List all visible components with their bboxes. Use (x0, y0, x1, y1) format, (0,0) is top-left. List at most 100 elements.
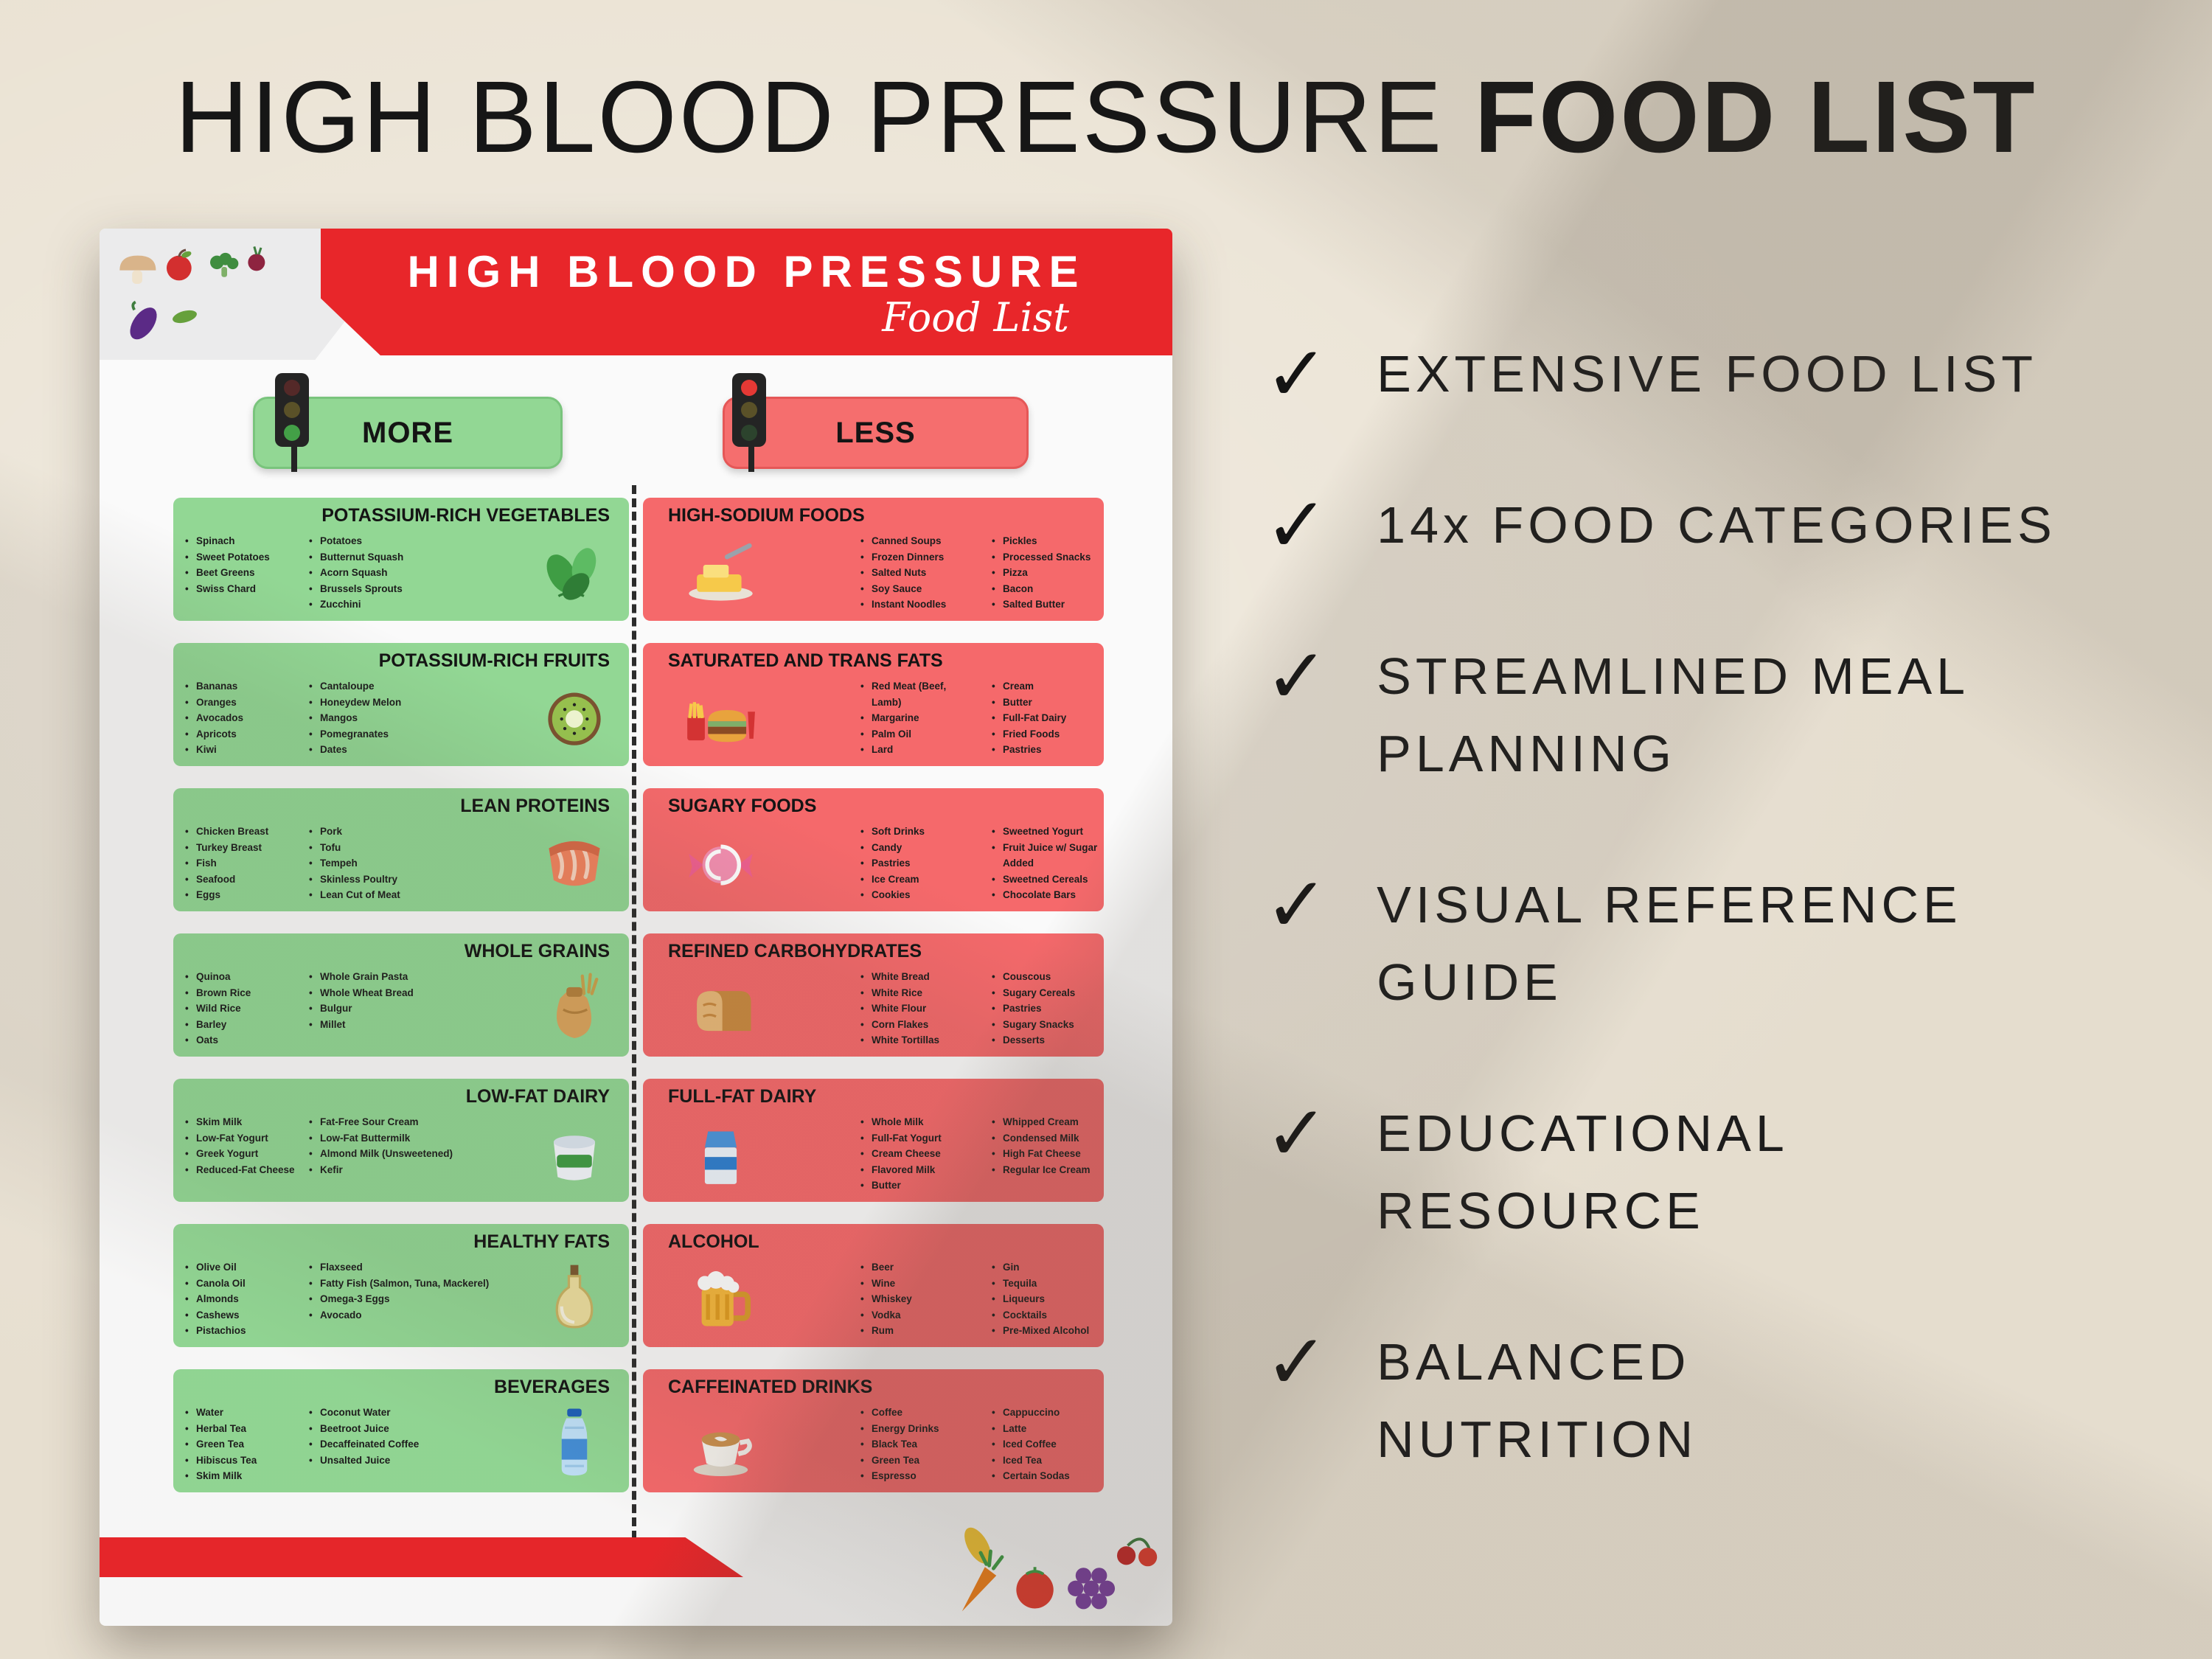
food-list-column: Red Meat (Beef, Lamb)MargarinePalm OilLa… (860, 678, 978, 758)
category-row-refined-carbohydrates: REFINED CARBOHYDRATES White BreadWhite Ri… (643, 933, 1104, 1057)
food-list-column: GinTequilaLiqueursCocktailsPre-Mixed Alc… (992, 1259, 1098, 1339)
food-item: White Tortillas (860, 1032, 978, 1048)
page-title-light: HIGH BLOOD PRESSURE (175, 60, 1475, 174)
food-item: Energy Drinks (860, 1421, 978, 1437)
food-item: Chicken Breast (185, 824, 296, 840)
category-row-caffeinated-drinks: CAFFEINATED DRINKS CoffeeEnergy DrinksBla… (643, 1369, 1104, 1492)
food-item: Fat-Free Sour Cream (309, 1114, 526, 1130)
food-list-column: White BreadWhite RiceWhite FlourCorn Fla… (860, 969, 978, 1048)
food-list-column: Olive OilCanola OilAlmondsCashewsPistach… (185, 1259, 296, 1339)
food-item: Swiss Chard (185, 581, 296, 597)
food-item: Zucchini (309, 597, 526, 613)
food-item: Salted Butter (992, 597, 1098, 613)
food-item: Butter (860, 1178, 978, 1194)
checkmark-icon: ✓ (1265, 860, 1329, 950)
food-item: Black Tea (860, 1436, 978, 1453)
food-item: Turkey Breast (185, 840, 296, 856)
food-item: Hibiscus Tea (185, 1453, 296, 1469)
food-item: Beer (860, 1259, 978, 1276)
food-item: Eggs (185, 887, 296, 903)
food-columns: WaterHerbal TeaGreen TeaHibiscus TeaSkim… (185, 1405, 526, 1484)
page-title-bold: FOOD LIST (1474, 60, 2037, 174)
food-list-column: PorkTofuTempehSkinless PoultryLean Cut o… (309, 824, 526, 903)
food-item: Green Tea (185, 1436, 296, 1453)
food-item: White Bread (860, 969, 978, 985)
food-item: Latte (992, 1421, 1098, 1437)
category-row-lean-proteins: LEAN PROTEINS Chicken BreastTurkey Breast… (173, 788, 629, 911)
food-list-column: Whole MilkFull-Fat YogurtCream CheeseFla… (860, 1114, 978, 1194)
food-item: Processed Snacks (992, 549, 1098, 566)
food-item: White Rice (860, 985, 978, 1001)
food-list-column: CantaloupeHoneydew MelonMangosPomegranat… (309, 678, 526, 758)
food-item: Condensed Milk (992, 1130, 1098, 1147)
column-divider (632, 485, 636, 1540)
food-item: Mangos (309, 710, 526, 726)
food-item: High Fat Cheese (992, 1146, 1098, 1162)
category-row-whole-grains: WHOLE GRAINS QuinoaBrown RiceWild RiceBar… (173, 933, 629, 1057)
category-title: POTASSIUM-RICH VEGETABLES (321, 505, 610, 526)
more-categories-list: POTASSIUM-RICH VEGETABLES SpinachSweet Po… (173, 498, 629, 1492)
poster-header-subtitle: Food List (882, 294, 1069, 341)
food-list-column: QuinoaBrown RiceWild RiceBarleyOats (185, 969, 296, 1048)
food-item: Cream Cheese (860, 1146, 978, 1162)
kiwi-icon (533, 678, 616, 757)
category-row-beverages: BEVERAGES WaterHerbal TeaGreen TeaHibiscu… (173, 1369, 629, 1492)
fast-food-icon (664, 680, 778, 759)
food-item: Water (185, 1405, 296, 1421)
food-item: Iced Coffee (992, 1436, 1098, 1453)
features-checklist: ✓ EXTENSIVE FOOD LIST ✓ 14x FOOD CATEGORIES… (1265, 335, 2186, 1478)
food-item: Kiwi (185, 742, 296, 758)
food-item: Corn Flakes (860, 1017, 978, 1033)
food-list-column: Chicken BreastTurkey BreastFishSeafoodEg… (185, 824, 296, 903)
food-item: Reduced-Fat Cheese (185, 1162, 296, 1178)
food-item: Cappuccino (992, 1405, 1098, 1421)
feature-item: ✓ BALANCED NUTRITION (1265, 1324, 2186, 1478)
food-item: Chocolate Bars (992, 887, 1098, 903)
feature-item: ✓ EXTENSIVE FOOD LIST (1265, 335, 2186, 413)
food-item: Sweetned Yogurt (992, 824, 1098, 840)
food-item: Rum (860, 1323, 978, 1339)
food-item: Whole Wheat Bread (309, 985, 526, 1001)
food-item: Canola Oil (185, 1276, 296, 1292)
feature-item: ✓ STREAMLINED MEAL PLANNING (1265, 638, 2186, 793)
food-item: Bacon (992, 581, 1098, 597)
food-item: Wine (860, 1276, 978, 1292)
vegetables-illustration-icon (108, 234, 278, 367)
category-row-full-fat-dairy: FULL-FAT DAIRY Whole MilkFull-Fat YogurtC… (643, 1079, 1104, 1202)
food-item: Ice Cream (860, 872, 978, 888)
food-item: Apricots (185, 726, 296, 742)
category-row-potassium-rich-fruits: POTASSIUM-RICH FRUITS BananasOrangesAvoca… (173, 643, 629, 766)
food-item: Flavored Milk (860, 1162, 978, 1178)
food-item: Whole Milk (860, 1114, 978, 1130)
food-item: Fruit Juice w/ Sugar Added (992, 840, 1098, 872)
food-columns: White BreadWhite RiceWhite FlourCorn Fla… (860, 969, 1098, 1048)
category-row-healthy-fats: HEALTHY FATS Olive OilCanola OilAlmondsCa… (173, 1224, 629, 1347)
food-item: Pastries (992, 742, 1098, 758)
food-list-column: SpinachSweet PotatoesBeet GreensSwiss Ch… (185, 533, 296, 613)
food-item: Cantaloupe (309, 678, 526, 695)
traffic-light-red-icon (732, 373, 771, 472)
food-item: Almonds (185, 1291, 296, 1307)
food-item: Omega-3 Eggs (309, 1291, 526, 1307)
food-item: Cookies (860, 887, 978, 903)
beer-mug-icon (664, 1261, 778, 1340)
category-title: FULL-FAT DAIRY (668, 1086, 817, 1107)
food-list-column: Whole Grain PastaWhole Wheat BreadBulgur… (309, 969, 526, 1048)
food-item: Avocados (185, 710, 296, 726)
food-item: Salted Nuts (860, 565, 978, 581)
food-item: Couscous (992, 969, 1098, 985)
food-item: Herbal Tea (185, 1421, 296, 1437)
food-item: Avocado (309, 1307, 526, 1324)
food-item: Frozen Dinners (860, 549, 978, 566)
food-item: Oats (185, 1032, 296, 1048)
less-column-header: LESS (723, 397, 1029, 469)
feature-item: ✓ EDUCATIONAL RESOURCE (1265, 1095, 2186, 1250)
salmon-icon (533, 823, 616, 902)
feature-text: STREAMLINED MEAL PLANNING (1377, 647, 1970, 782)
food-item: Butternut Squash (309, 549, 526, 566)
food-item: Bulgur (309, 1001, 526, 1017)
food-item: Spinach (185, 533, 296, 549)
food-item: Espresso (860, 1468, 978, 1484)
category-title: LEAN PROTEINS (460, 796, 610, 816)
food-item: Gin (992, 1259, 1098, 1276)
